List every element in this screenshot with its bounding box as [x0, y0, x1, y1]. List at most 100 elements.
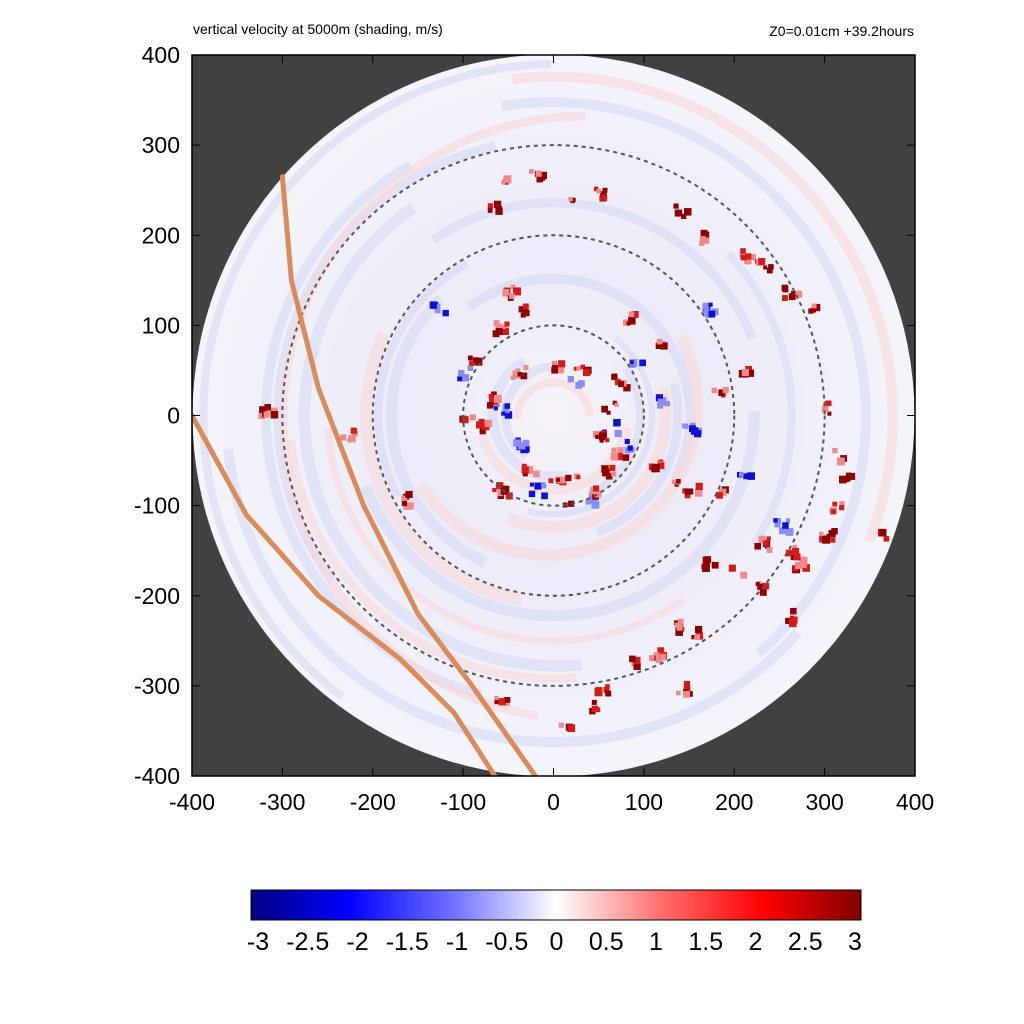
updraft-cell — [758, 535, 766, 543]
updraft-cell — [595, 434, 600, 439]
updraft-cell — [766, 547, 773, 554]
updraft-cell — [768, 264, 774, 270]
updraft-cell — [749, 254, 756, 261]
chart-title: vertical velocity at 5000m (shading, m/s… — [193, 21, 443, 37]
colorbar — [250, 889, 862, 921]
updraft-cell — [259, 406, 266, 413]
updraft-cell — [623, 384, 631, 392]
downdraft-cell — [782, 522, 789, 529]
downdraft-cell — [534, 482, 542, 490]
y-tick-label: -400 — [134, 763, 180, 789]
updraft-cell — [495, 323, 502, 331]
updraft-cell — [525, 466, 534, 474]
swirl-band — [360, 331, 523, 606]
updraft-cell — [745, 253, 752, 260]
swirl-band — [725, 250, 796, 547]
updraft-cell — [794, 562, 802, 569]
swirl-band — [385, 294, 488, 568]
updraft-cell — [832, 447, 838, 454]
updraft-cell — [790, 290, 796, 296]
updraft-cell — [513, 287, 521, 296]
updraft-cell — [684, 488, 692, 495]
updraft-cell — [649, 655, 655, 661]
updraft-cell — [467, 355, 473, 361]
updraft-cell — [811, 303, 817, 309]
colorbar-tick-label: 1 — [649, 928, 663, 956]
updraft-cell — [270, 411, 279, 419]
updraft-cell — [263, 411, 270, 418]
swirl-band — [199, 59, 552, 700]
updraft-cell — [839, 501, 845, 507]
x-tick-label: -300 — [259, 789, 305, 815]
updraft-cell — [521, 463, 527, 469]
updraft-cell — [612, 400, 617, 405]
swirl-band — [587, 365, 645, 499]
swirl-band — [223, 448, 802, 748]
updraft-cell — [813, 303, 821, 312]
swirl-band — [430, 198, 757, 341]
downdraft-cell — [613, 419, 621, 427]
updraft-cell — [789, 615, 794, 620]
updraft-cell — [848, 472, 856, 480]
updraft-cell — [782, 295, 788, 301]
updraft-cell — [495, 207, 503, 215]
updraft-cell — [610, 452, 619, 461]
x-tick-label: 400 — [896, 789, 934, 815]
updraft-cell — [523, 309, 530, 317]
updraft-cell — [493, 320, 500, 327]
downdraft-cell — [708, 310, 716, 318]
updraft-cell — [406, 502, 414, 510]
downdraft-cell — [502, 406, 510, 414]
y-tick-label: 0 — [167, 403, 180, 429]
downdraft-cell — [522, 439, 530, 447]
updraft-cell — [711, 387, 718, 394]
downdraft-cell — [743, 473, 749, 480]
updraft-cell — [605, 684, 610, 689]
downdraft-cell — [785, 528, 794, 536]
downdraft-cell — [575, 381, 583, 389]
updraft-cell — [758, 258, 766, 265]
updraft-cell — [478, 420, 485, 426]
updraft-cell — [699, 236, 706, 242]
updraft-cell — [676, 479, 681, 484]
updraft-cell — [258, 412, 266, 419]
updraft-cell — [576, 366, 581, 371]
updraft-cell — [501, 325, 506, 329]
updraft-cell — [782, 286, 789, 293]
colorbar-tick-label: 2.5 — [788, 928, 823, 956]
track-line — [192, 413, 498, 776]
y-tick-label: 400 — [142, 42, 180, 68]
swirl-band — [324, 427, 686, 645]
updraft-cell — [495, 328, 503, 335]
swirl-band — [278, 111, 586, 721]
updraft-cell — [503, 175, 512, 184]
updraft-cell — [612, 373, 617, 378]
downdraft-cell — [501, 411, 506, 416]
updraft-cell — [401, 500, 408, 507]
updraft-cell — [830, 537, 836, 543]
updraft-cell — [518, 306, 525, 313]
range-ring — [281, 144, 826, 687]
downdraft-cell — [690, 427, 699, 435]
updraft-cell — [830, 509, 836, 515]
x-tick-label: 200 — [715, 789, 753, 815]
swirl-band — [416, 334, 704, 561]
updraft-cell — [401, 495, 408, 502]
updraft-cell — [598, 432, 607, 441]
updraft-cell — [496, 206, 502, 212]
updraft-cell — [792, 544, 797, 550]
updraft-cell — [557, 365, 565, 372]
updraft-cell — [788, 293, 796, 301]
downdraft-cell — [529, 482, 534, 487]
updraft-cell — [694, 634, 701, 640]
updraft-cell — [615, 452, 623, 461]
y-tick-label: 200 — [142, 222, 180, 248]
downdraft-cell — [739, 472, 744, 477]
downdraft-cell — [708, 302, 713, 307]
updraft-cell — [758, 584, 764, 589]
updraft-cell — [502, 290, 508, 297]
updraft-cell — [762, 582, 770, 590]
updraft-cell — [493, 394, 502, 403]
downdraft-cell — [773, 518, 778, 523]
updraft-cell — [792, 547, 800, 555]
